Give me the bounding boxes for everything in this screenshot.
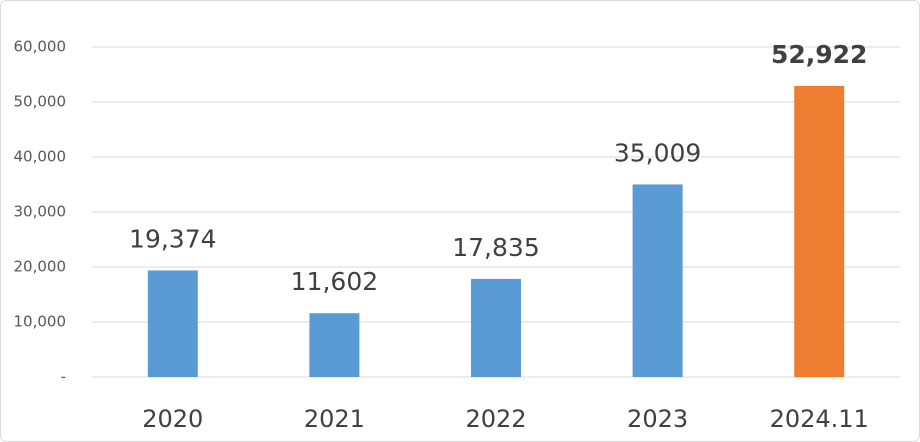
- x-tick-label: 2023: [627, 405, 688, 433]
- value-label: 52,922: [771, 40, 867, 69]
- y-tick-label: 30,000: [14, 203, 67, 221]
- x-tick-label: 2024.11: [770, 405, 869, 433]
- y-tick-label: 10,000: [14, 313, 67, 331]
- value-label: 35,009: [614, 138, 701, 167]
- y-tick-label: 20,000: [14, 258, 67, 276]
- x-tick-label: 2020: [142, 405, 203, 433]
- x-tick-label: 2022: [465, 405, 526, 433]
- bar: [632, 184, 683, 377]
- bar: [309, 313, 360, 377]
- bar: [794, 85, 845, 377]
- value-label: 19,374: [129, 224, 216, 253]
- y-tick-label: 50,000: [14, 93, 67, 111]
- value-label: 11,602: [291, 267, 378, 296]
- y-tick-label: -: [61, 368, 66, 386]
- x-tick-label: 2021: [304, 405, 365, 433]
- bar: [147, 270, 198, 377]
- value-label: 17,835: [452, 233, 539, 262]
- y-tick-label: 40,000: [14, 148, 67, 166]
- bar: [471, 278, 521, 377]
- y-tick-label: 60,000: [14, 38, 67, 56]
